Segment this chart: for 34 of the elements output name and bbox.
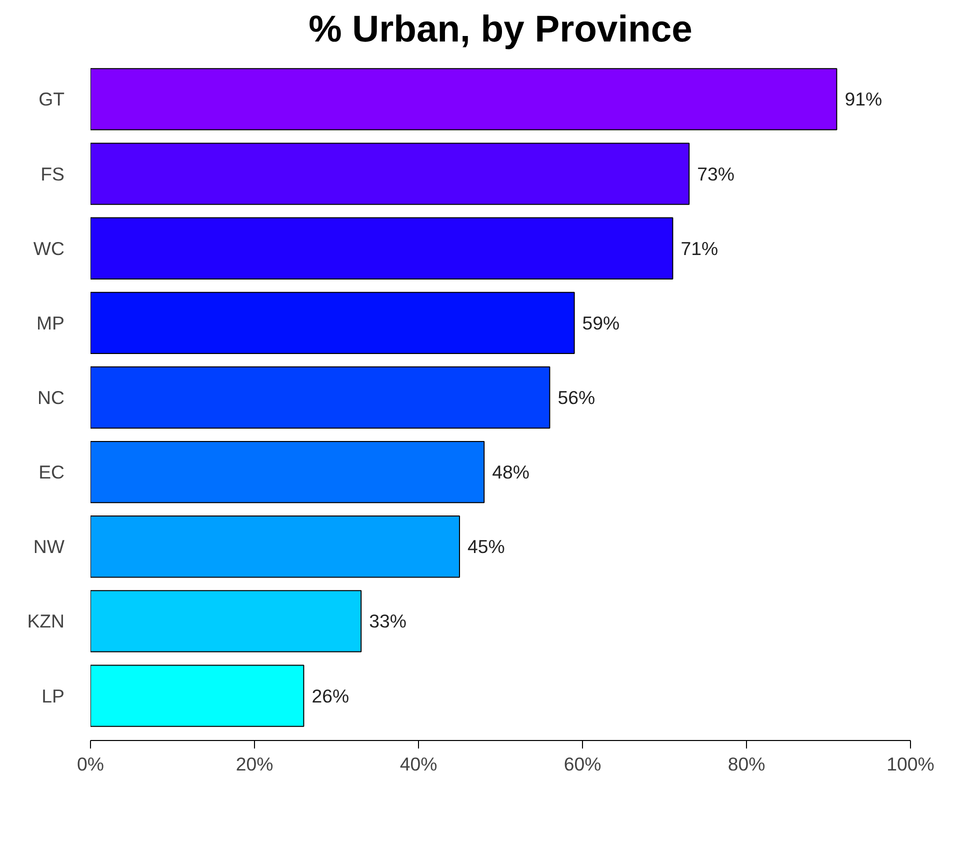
bar [90, 440, 485, 504]
x-tick-label: 60% [564, 754, 602, 774]
bar [90, 366, 550, 429]
bar [90, 590, 362, 652]
data-label: 59% [582, 312, 620, 334]
data-label: 91% [844, 88, 882, 110]
x-tick-label: 80% [728, 754, 766, 774]
y-tick-label: NC [38, 387, 65, 408]
y-tick-label: MP [36, 312, 64, 334]
bar [90, 292, 575, 354]
data-label: 56% [558, 387, 596, 408]
bar [90, 68, 838, 130]
bar [90, 664, 304, 727]
y-tick-label: WC [33, 238, 65, 259]
bar [90, 516, 460, 578]
data-label: 33% [369, 610, 406, 632]
y-tick-label: NW [33, 536, 65, 558]
y-tick-label: KZN [27, 610, 64, 632]
y-tick-label: GT [38, 88, 65, 110]
y-tick-label: LP [42, 685, 65, 706]
x-tick-label: 100% [886, 754, 934, 774]
data-label: 73% [697, 163, 734, 184]
bar [90, 217, 674, 280]
data-label: 71% [680, 238, 718, 259]
y-tick-label: EC [38, 462, 65, 483]
data-label: 26% [312, 685, 350, 706]
data-label: 48% [492, 462, 530, 483]
x-tick-label: 0% [77, 754, 104, 774]
bar [90, 142, 690, 205]
x-tick-label: 40% [400, 754, 438, 774]
x-tick-label: 20% [236, 754, 274, 774]
data-label: 45% [468, 536, 505, 558]
chart-title: % Urban, by Province [308, 8, 692, 50]
y-tick-label: FS [40, 163, 65, 184]
